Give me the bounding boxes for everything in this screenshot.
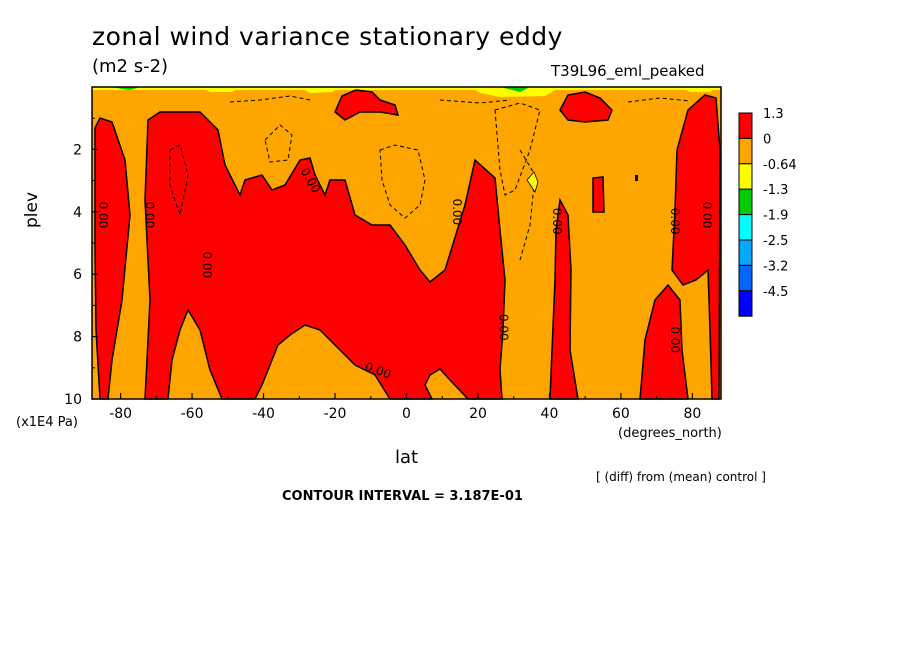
x-tick-label: 80 <box>683 406 701 422</box>
x-tick-label: -40 <box>252 406 275 422</box>
contour-label: 0.00 <box>550 208 564 235</box>
contour-label: 0.00 <box>700 202 714 229</box>
legend-label: -2.5 <box>763 234 788 249</box>
contour-label: 0.00 <box>668 208 682 235</box>
legend-label: -1.3 <box>763 183 788 198</box>
x-axis-label: lat <box>395 447 419 468</box>
legend-swatch <box>738 188 753 216</box>
contour-label: 0.00 <box>496 314 510 341</box>
legend-swatch <box>738 163 753 190</box>
x-tick-label: 60 <box>612 406 630 422</box>
x-tick-label: 0 <box>402 406 411 422</box>
legend-label: -0.64 <box>763 158 797 173</box>
legend-swatch <box>738 137 753 165</box>
legend-swatch <box>738 290 753 317</box>
y-axis: 2 4 6 8 10 <box>64 117 98 408</box>
contour-label: 0.00 <box>450 198 464 225</box>
negative-contours <box>169 95 691 261</box>
positive-regions <box>94 89 721 400</box>
x-axis: -80 -60 -40 -20 0 20 40 60 80 <box>109 393 701 422</box>
x-tick-label: 20 <box>469 406 487 422</box>
x-tick-label: -20 <box>324 406 347 422</box>
legend-label: -4.5 <box>763 285 788 300</box>
run-label: T39L96_eml_peaked <box>551 62 705 80</box>
contour-label: 0.00 <box>143 202 157 229</box>
x-axis-unit: (degrees_north) <box>618 426 722 441</box>
small-marker <box>635 175 638 181</box>
legend-label: 1.3 <box>763 107 784 122</box>
x-tick-label: -60 <box>181 406 204 422</box>
diff-note: [ (diff) from (mean) control ] <box>596 470 766 484</box>
y-tick-label: 2 <box>73 142 82 158</box>
color-legend: 1.3 0 -0.64 -1.3 -1.9 -2.5 -3.2 -4.5 <box>738 107 797 317</box>
chart-title: zonal wind variance stationary eddy <box>92 22 563 51</box>
legend-label: 0 <box>763 132 771 147</box>
x-tick-label: 40 <box>541 406 559 422</box>
y-tick-label: 10 <box>64 392 82 408</box>
contour-label: 0.00 <box>96 202 110 229</box>
legend-swatch <box>738 214 753 241</box>
y-tick-label: 4 <box>73 205 82 221</box>
contour-interval: CONTOUR INTERVAL = 3.187E-01 <box>282 489 523 504</box>
small-negative-spot <box>526 171 539 193</box>
legend-swatch <box>738 264 753 292</box>
legend-swatch <box>738 112 753 139</box>
y-tick-label: 8 <box>73 330 82 346</box>
legend-swatch <box>738 239 753 266</box>
contour-label: 0.00 <box>200 251 214 278</box>
y-axis-unit: (x1E4 Pa) <box>16 415 78 430</box>
x-tick-label: -80 <box>109 406 132 422</box>
legend-label: -3.2 <box>763 259 788 274</box>
legend-label: -1.9 <box>763 209 788 224</box>
chart-units: (m2 s-2) <box>92 56 169 77</box>
top-band <box>92 87 721 97</box>
contour-label: 0.00 <box>668 326 682 353</box>
y-tick-label: 6 <box>73 267 82 283</box>
